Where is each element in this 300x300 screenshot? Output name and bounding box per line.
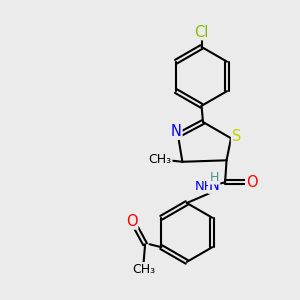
Text: O: O	[246, 175, 257, 190]
Text: H: H	[209, 171, 219, 184]
Text: NH: NH	[195, 180, 214, 193]
Text: Cl: Cl	[194, 25, 209, 40]
Text: N: N	[209, 178, 220, 193]
Text: CH₃: CH₃	[132, 263, 155, 276]
Text: S: S	[232, 129, 241, 144]
Text: N: N	[171, 124, 182, 139]
Text: O: O	[126, 214, 138, 229]
Text: CH₃: CH₃	[149, 153, 172, 166]
